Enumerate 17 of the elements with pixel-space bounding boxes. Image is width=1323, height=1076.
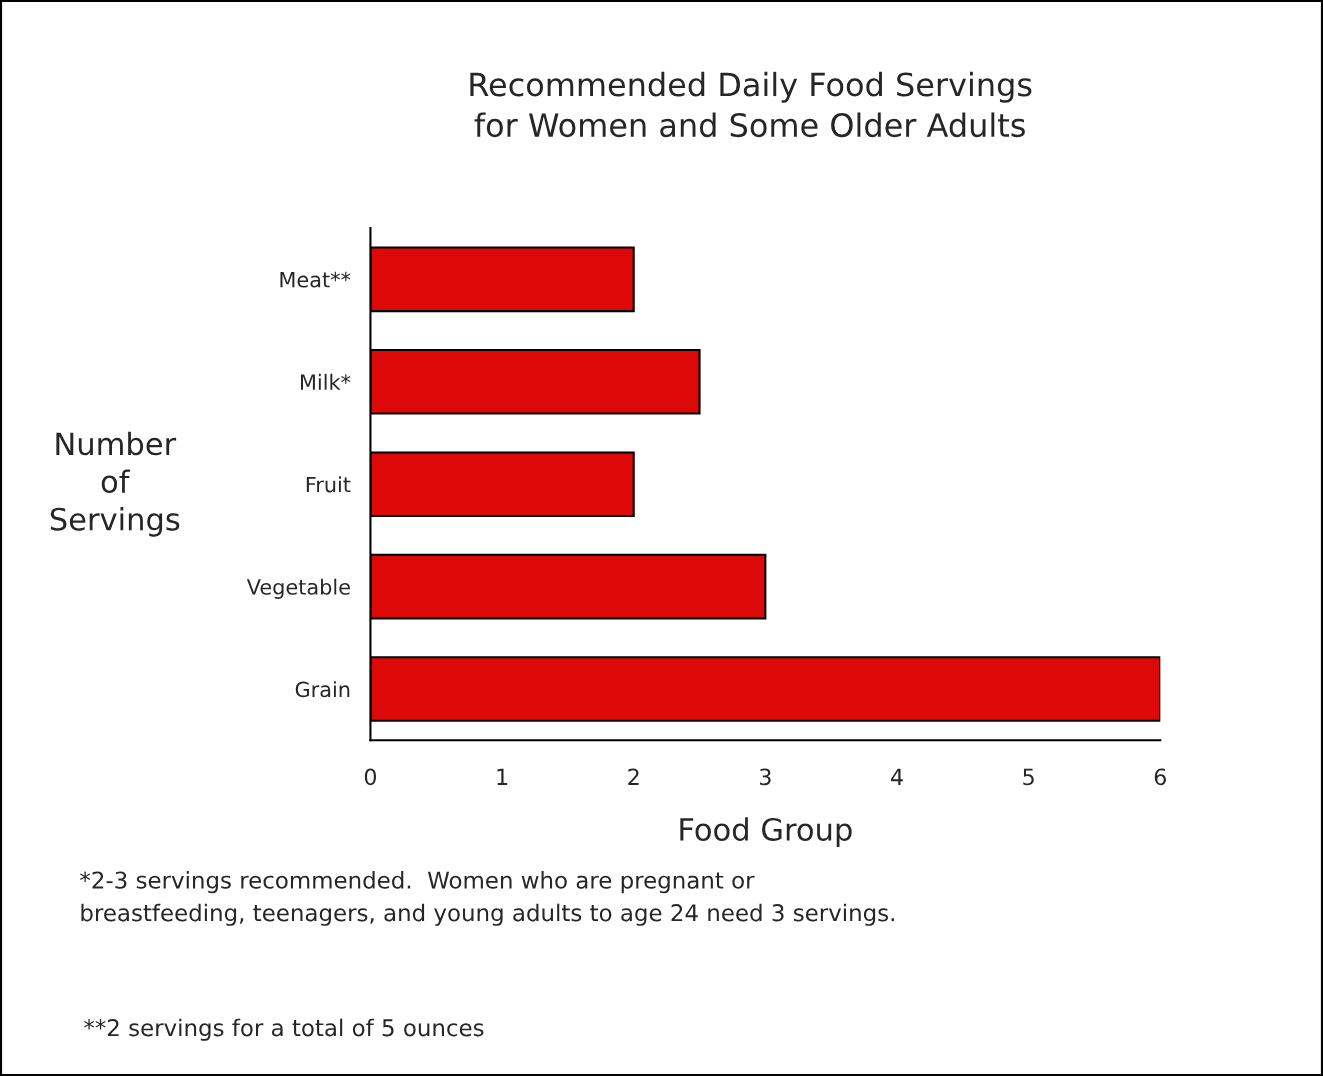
y-tick-label: Grain: [295, 681, 350, 698]
x-tick-label: 2: [628, 768, 639, 785]
x-tick-label: 4: [891, 768, 903, 785]
x-axis-title: Food Group: [680, 817, 852, 847]
chart-title: Recommended Daily Food Servings for Women and Some Older Adults: [470, 71, 1032, 138]
text: *2-3 servings recommended. Women who are pregnant or breastfeeding, teenagers, and young adults to age 24 need 3 servings.: [80, 871, 894, 926]
y-tick-label: Milk*: [301, 373, 351, 390]
x-tick-label: 5: [1023, 768, 1034, 786]
y-axis-title: Number of Servings: [50, 431, 180, 537]
text: **2 servings for a total of 5 ounces: [84, 1018, 484, 1041]
x-tick-label: 1: [497, 768, 508, 785]
x-tick-label: 3: [759, 768, 771, 786]
y-tick-label: Fruit: [306, 476, 351, 493]
x-tick-label: 6: [1154, 768, 1166, 786]
y-tick-label: Vegetable: [246, 578, 350, 599]
y-tick-label: Meat**: [280, 271, 351, 288]
x-tick-label: 0: [364, 768, 377, 786]
